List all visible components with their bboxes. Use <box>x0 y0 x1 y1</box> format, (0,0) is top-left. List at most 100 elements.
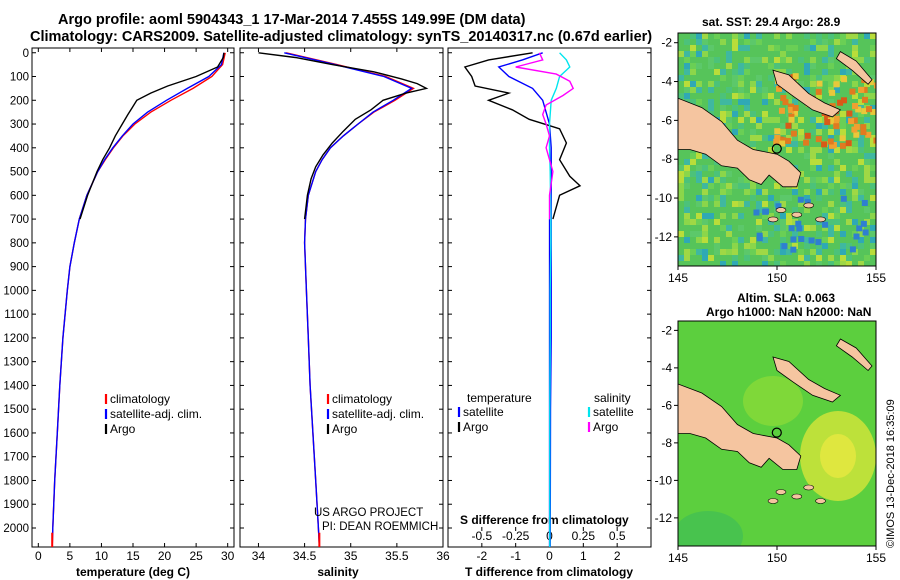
salinity-legend-label-2: Argo <box>332 422 358 436</box>
difference-series-t-argo <box>463 52 582 220</box>
sla-map-title-2: Argo h1000: NaN h2000: NaN <box>706 305 872 319</box>
temperature-series-satellite-adj-clim- <box>51 52 225 548</box>
difference-xtick-label: 1 <box>580 549 587 563</box>
temperature-series-argo <box>79 52 225 220</box>
salinity-plot-frame <box>239 47 444 548</box>
difference-s-tick-label: 0.25 <box>572 529 596 543</box>
temperature-ytick-label: 1200 <box>3 333 29 345</box>
temperature-ytick-label: 1100 <box>4 309 29 321</box>
sla_map-ytick-label: -2 <box>661 323 672 337</box>
temperature-ytick-label: 600 <box>10 190 29 202</box>
temperature-series-climatology <box>51 52 226 548</box>
title-line-1: Argo profile: aoml 5904343_1 17-Mar-2014… <box>58 12 526 28</box>
temperature-ytick-label: 1700 <box>3 452 29 464</box>
temperature-ytick-label: 1300 <box>3 357 29 369</box>
salinity-xtick-label: 35.5 <box>385 549 409 563</box>
salinity-legend-label-0: climatology <box>332 392 392 406</box>
difference-xtick-label: -2 <box>476 549 487 563</box>
temperature-ytick-label: 500 <box>10 167 29 179</box>
temperature-ytick-label: 1500 <box>3 404 29 416</box>
sla_map-ytick-label: -6 <box>661 398 672 412</box>
sst_map-xtick-label: 145 <box>668 271 688 285</box>
temperature-xtick-label: 0 <box>35 549 42 563</box>
temperature-xtick-label: 20 <box>158 549 172 563</box>
difference-s-tick-label: -0.25 <box>502 529 530 543</box>
difference-series-s-satellite <box>548 52 571 547</box>
temperature-ytick-label: 700 <box>10 214 29 226</box>
temperature-legend-label-0: climatology <box>110 392 170 406</box>
sla_map-ytick-label: -8 <box>661 436 672 450</box>
temperature-ytick-label: 0 <box>23 48 29 60</box>
temperature-plot-frame <box>31 47 235 548</box>
sst_map-new-ireland <box>835 51 873 85</box>
temperature-xtick-label: 10 <box>95 549 109 563</box>
sst-map-title: sat. SST: 29.4 Argo: 28.9 <box>702 15 841 29</box>
salinity-xtick-label: 35 <box>344 549 358 563</box>
sla_map-new-britain <box>772 356 842 403</box>
temperature-ytick-label: 200 <box>10 95 29 107</box>
temperature-ytick-label: 1800 <box>3 475 29 487</box>
sla_map-land <box>678 383 802 470</box>
sst_map-ytick-label: -12 <box>655 230 673 244</box>
temperature-ytick-label: 2000 <box>3 523 29 535</box>
temperature-ytick-label: 1600 <box>3 428 29 440</box>
difference-legend-left-title: temperature <box>467 391 532 405</box>
difference-legend-right-title: salinity <box>594 391 631 405</box>
difference-s-tick-label: -0.5 <box>471 529 492 543</box>
sst_map-new-britain <box>772 69 842 118</box>
temperature-ytick-label: 900 <box>10 262 29 274</box>
sla_map-new-ireland <box>835 338 873 372</box>
difference-xtick-label: -1 <box>510 549 521 563</box>
temperature-ytick-label: 1000 <box>3 285 29 297</box>
temperature-legend-label-1: satellite-adj. clim. <box>110 407 202 421</box>
sla_map-ytick-label: -12 <box>655 511 673 525</box>
sla_map-argo-marker <box>771 427 782 438</box>
sst_map-argo-marker <box>771 143 782 154</box>
sst_map-ytick-label: -10 <box>655 191 673 205</box>
salinity-series-climatology <box>285 52 415 548</box>
sst_map-ytick-label: -2 <box>661 36 672 50</box>
temperature-ytick-label: 1400 <box>3 380 29 392</box>
difference-left-legend-label-0: satellite <box>463 405 504 419</box>
salinity-xtick-label: 36 <box>436 549 450 563</box>
sst_map-ytick-label: -4 <box>661 75 672 89</box>
salinity-xlabel: salinity <box>317 565 359 579</box>
sst_map-land <box>678 97 802 188</box>
sla_map-xtick-label: 155 <box>866 551 886 565</box>
salinity-series-argo <box>258 52 429 220</box>
title-line-2: Climatology: CARS2009. Satellite-adjuste… <box>30 29 653 45</box>
difference-xtick-label: 0 <box>546 549 553 563</box>
temperature-ytick-label: 400 <box>10 143 29 155</box>
sst_map-xtick-label: 155 <box>866 271 886 285</box>
sla_map-ytick-label: -10 <box>655 473 673 487</box>
temperature-xlabel: temperature (deg C) <box>76 565 190 579</box>
sst_map-ytick-label: -6 <box>661 113 672 127</box>
temperature-ytick-label: 300 <box>10 119 29 131</box>
temperature-ytick-label: 800 <box>10 238 29 250</box>
temperature-xtick-label: 5 <box>67 549 74 563</box>
sla_map-xtick-label: 145 <box>668 551 688 565</box>
temperature-xtick-label: 15 <box>126 549 140 563</box>
salinity-xtick-label: 34.5 <box>293 549 317 563</box>
salinity-legend-label-1: satellite-adj. clim. <box>332 407 424 421</box>
sla-map-title-1: Altim. SLA: 0.063 <box>737 291 836 305</box>
project-line-1: US ARGO PROJECT <box>314 507 423 519</box>
temperature-ytick-label: 1900 <box>3 499 29 511</box>
sst_map-ytick-label: -8 <box>661 152 672 166</box>
difference-series-s-argo <box>515 52 575 220</box>
difference-xtick-label: 2 <box>614 549 621 563</box>
difference-s-tick-label: 0.5 <box>609 529 626 543</box>
sla_map-group: 145 150 155 -2 -4 -6 -8 -10 -12 <box>655 320 886 565</box>
sla_map-ytick-label: -4 <box>661 361 672 375</box>
difference-left-legend-label-1: Argo <box>463 420 489 434</box>
sst_map-xtick-label: 150 <box>767 271 787 285</box>
project-line-2: PI: DEAN ROEMMICH <box>322 521 438 533</box>
temperature-ytick-label: 100 <box>10 72 29 84</box>
difference-series-t-satellite <box>497 52 552 548</box>
temperature-xtick-label: 25 <box>189 549 203 563</box>
difference-right-legend-label-1: Argo <box>593 420 619 434</box>
temperature-legend-label-2: Argo <box>110 422 136 436</box>
difference-xlabel: T difference from climatology <box>465 565 633 579</box>
temperature-xtick-label: 30 <box>221 549 235 563</box>
